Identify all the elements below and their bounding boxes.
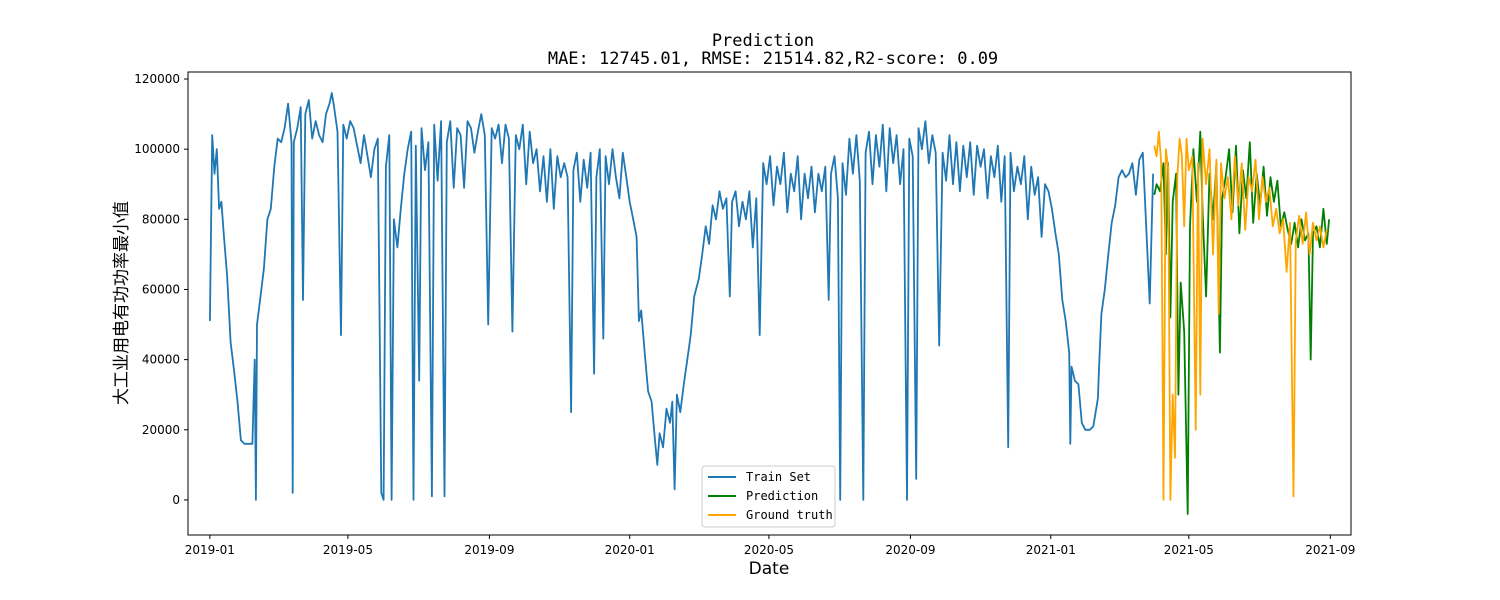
x-tick-label: 2019-01 (185, 543, 235, 557)
series-line-train-set (209, 92, 1154, 501)
plot-area-frame (187, 71, 1352, 536)
y-tick-label: 120000 (134, 72, 180, 86)
series-line-ground-truth (1153, 130, 1328, 501)
y-tick-label: 20000 (142, 423, 180, 437)
x-tick-label: 2021-05 (1164, 543, 1214, 557)
x-tick-label: 2020-05 (744, 543, 794, 557)
x-tick-label: 2021-01 (1026, 543, 1076, 557)
chart-subtitle: MAE: 12745.01, RMSE: 21514.82,R2-score: … (548, 49, 998, 69)
x-axis-label: Date (749, 559, 790, 579)
y-tick-label: 40000 (142, 353, 180, 367)
legend-label-ground-truth: Ground truth (746, 508, 833, 522)
legend-label-train-set: Train Set (746, 470, 811, 484)
y-axis-label: 大工业用电有功功率最小值 (112, 201, 132, 405)
legend-label-prediction: Prediction (746, 489, 818, 503)
x-axis-ticks: 2019-01 2019-05 2019-09 2020-01 2020-05 2020-… (185, 535, 1355, 557)
y-tick-label: 80000 (142, 212, 180, 226)
x-tick-label: 2019-09 (464, 543, 514, 557)
y-axis-ticks: 0 20000 40000 60000 80000 100000 120000 (134, 72, 188, 507)
legend: Train Set Prediction Ground truth (701, 465, 836, 528)
x-tick-label: 2020-09 (885, 543, 935, 557)
legend-box (701, 465, 836, 528)
chart-title: Prediction (712, 31, 814, 51)
series-line-prediction (1153, 130, 1330, 515)
x-tick-label: 2019-05 (323, 543, 373, 557)
series-lines (209, 92, 1330, 515)
x-tick-label: 2021-09 (1305, 543, 1355, 557)
y-tick-label: 0 (172, 493, 180, 507)
x-tick-label: 2020-01 (605, 543, 655, 557)
y-tick-label: 100000 (134, 142, 180, 156)
y-tick-label: 60000 (142, 282, 180, 296)
